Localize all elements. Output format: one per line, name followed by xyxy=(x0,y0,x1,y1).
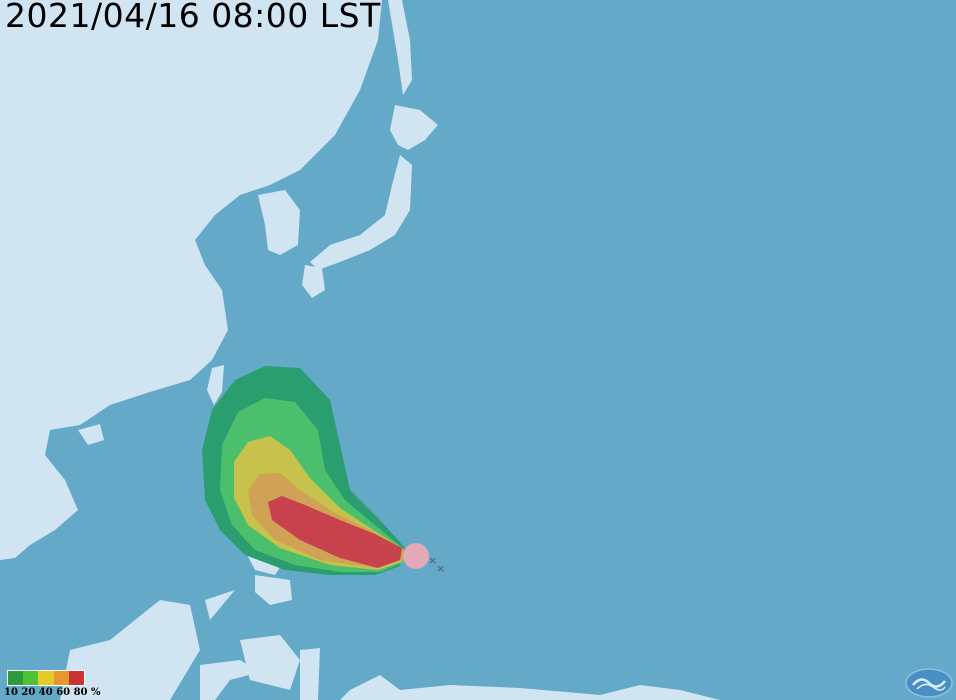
legend-labels: 10 20 40 60 80 % xyxy=(4,687,101,698)
hokkaido xyxy=(390,105,438,150)
probability-legend: 10 20 40 60 80 % xyxy=(4,670,101,698)
probability-cone: × × xyxy=(202,366,445,575)
legend-swatch-60 xyxy=(53,671,69,685)
kyushu xyxy=(302,265,325,298)
x-mark-icon: × xyxy=(436,562,445,575)
borneo xyxy=(60,600,200,700)
sulawesi-islands xyxy=(200,648,320,700)
legend-swatch-40 xyxy=(38,671,54,685)
legend-swatch-80 xyxy=(68,671,85,685)
asia-mainland xyxy=(0,0,382,560)
legend-swatch-10 xyxy=(8,671,24,685)
legend-color-bar xyxy=(7,670,85,686)
cwb-logo xyxy=(905,668,953,698)
sakhalin xyxy=(388,0,412,95)
legend-swatch-20 xyxy=(23,671,39,685)
taiwan xyxy=(207,365,224,405)
philippines-south xyxy=(205,575,300,690)
hainan xyxy=(78,424,104,445)
korea xyxy=(258,190,300,255)
x-mark-icon: × xyxy=(428,554,437,567)
cone-80 xyxy=(268,496,402,568)
current-position xyxy=(403,543,429,569)
land xyxy=(0,0,720,700)
honshu xyxy=(310,155,412,270)
new-guinea xyxy=(340,675,720,700)
forecast-time: 2021/04/16 08:00 LST xyxy=(5,0,381,35)
